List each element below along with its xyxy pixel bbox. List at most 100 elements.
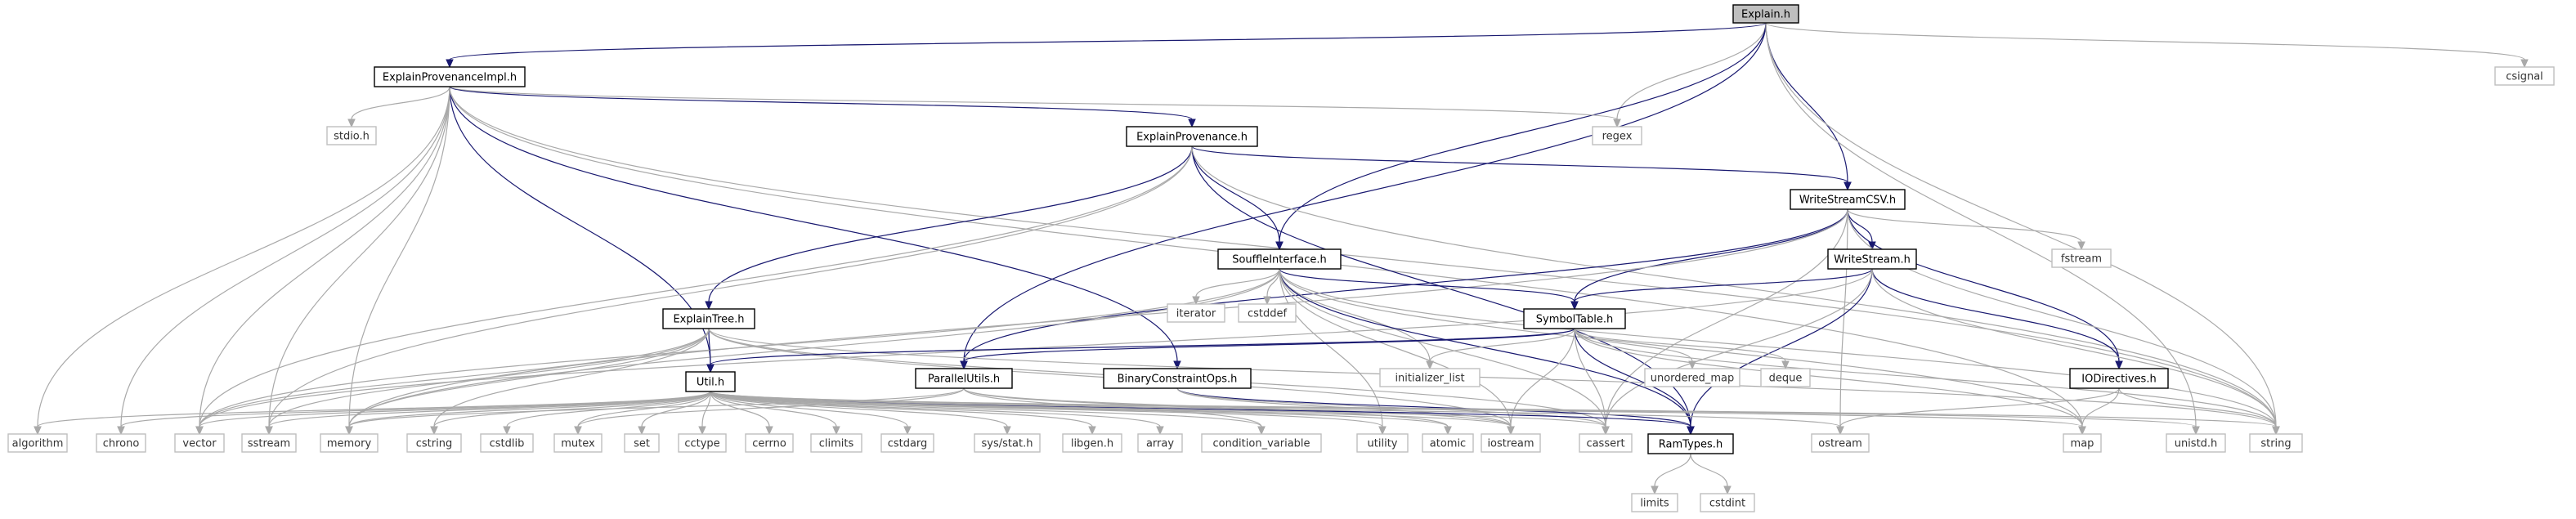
edge-symbol_table_h-to-initializer_list	[1426, 328, 1575, 370]
node-cctype: cctype	[678, 433, 727, 453]
edge-explain_h-to-csignal	[1765, 22, 2529, 69]
node-symbol_table_h[interactable]: SymbolTable.h	[1523, 308, 1626, 329]
node-box	[2063, 433, 2102, 453]
node-explain_tree_h[interactable]: ExplainTree.h	[662, 308, 755, 329]
node-io_directives_h[interactable]: IODirectives.h	[2069, 368, 2169, 389]
edge-util_h-to-unistd_h	[710, 391, 2200, 436]
node-label: unordered_map	[1651, 373, 1735, 385]
node-memory: memory	[320, 433, 379, 453]
node-label: iterator	[1176, 308, 1216, 320]
node-label: cstdint	[1709, 498, 1745, 510]
node-deque: deque	[1760, 368, 1811, 387]
edge-util_h-to-sstream	[265, 391, 711, 436]
node-box	[374, 66, 526, 87]
node-box	[678, 433, 727, 453]
node-box	[1422, 433, 1474, 453]
node-label: memory	[327, 438, 372, 450]
node-box	[174, 433, 225, 453]
node-initializer_list: initializer_list	[1379, 368, 1481, 387]
node-ostream: ostream	[1811, 433, 1870, 453]
node-label: set	[634, 438, 650, 450]
node-label: WriteStreamCSV.h	[1799, 195, 1896, 207]
node-box	[1760, 368, 1811, 387]
node-util_h[interactable]: Util.h	[685, 371, 736, 392]
node-box	[326, 126, 377, 145]
node-label: cerrno	[752, 438, 786, 450]
edge-util_h-to-climits	[710, 391, 840, 436]
edge-explain_provenance_impl_h-to-binary_constraint_ops_h	[449, 86, 1181, 370]
edge-util_h-to-memory	[345, 391, 711, 436]
node-write_stream_h[interactable]: WriteStream.h	[1827, 248, 1917, 270]
node-label: mutex	[561, 438, 595, 450]
edge-symbol_table_h-to-deque	[1574, 328, 1790, 370]
node-label: ExplainProvenance.h	[1136, 132, 1248, 144]
node-condition_variable: condition_variable	[1201, 433, 1322, 453]
node-label: ExplainTree.h	[673, 314, 744, 326]
node-label: deque	[1769, 373, 1803, 385]
edge-util_h-to-mutex	[574, 391, 711, 436]
node-label: stdio.h	[334, 131, 370, 143]
node-parallel_utils_h[interactable]: ParallelUtils.h	[915, 368, 1013, 389]
node-box	[1732, 4, 1799, 24]
node-ram_types_h[interactable]: RamTypes.h	[1647, 433, 1734, 454]
node-explain_h[interactable]: Explain.h	[1732, 4, 1799, 24]
node-label: cstdlib	[490, 438, 525, 450]
edge-explain_tree_h-to-memory	[345, 328, 710, 436]
node-box	[320, 433, 379, 453]
node-label: fstream	[2061, 253, 2102, 266]
node-fstream: fstream	[2051, 248, 2112, 268]
node-box	[1481, 433, 1541, 453]
node-box	[1201, 433, 1322, 453]
node-label: string	[2260, 438, 2291, 450]
node-label: cstring	[416, 438, 452, 450]
node-label: climits	[819, 438, 854, 450]
edge-util_h-to-cstdarg	[710, 391, 912, 436]
edge-write_stream_h-to-io_directives_h	[1871, 268, 2123, 370]
node-explain_provenance_h[interactable]: ExplainProvenance.h	[1126, 126, 1258, 147]
node-box	[1644, 368, 1740, 387]
edge-util_h-to-sys_stat_h	[710, 391, 1011, 436]
node-binary_constraint_ops_h[interactable]: BinaryConstraintOps.h	[1103, 368, 1252, 389]
node-label: RamTypes.h	[1659, 439, 1723, 451]
node-vector: vector	[174, 433, 225, 453]
node-label: chrono	[103, 438, 140, 450]
edge-explain_provenance_impl_h-to-algorithm	[34, 86, 450, 436]
node-label: IODirectives.h	[2081, 374, 2156, 386]
node-label: sstream	[248, 438, 290, 450]
node-chrono: chrono	[96, 433, 146, 453]
node-explain_provenance_impl_h[interactable]: ExplainProvenanceImpl.h	[374, 66, 526, 87]
node-box	[2069, 368, 2169, 389]
edge-write_stream_csv_h-to-cassert	[1602, 208, 1848, 436]
edge-layer	[34, 22, 2529, 495]
node-box	[1238, 303, 1297, 323]
node-label: sys/stat.h	[982, 438, 1033, 450]
edge-explain_provenance_impl_h-to-stdio_h	[347, 86, 450, 128]
node-souffle_interface_h[interactable]: SouffleInterface.h	[1217, 248, 1342, 270]
node-box	[241, 433, 297, 453]
node-box	[1579, 433, 1633, 453]
node-box	[2166, 433, 2226, 453]
edge-util_h-to-condition_variable	[710, 391, 1266, 436]
node-box	[810, 433, 862, 453]
node-write_stream_csv_h[interactable]: WriteStreamCSV.h	[1790, 189, 1906, 210]
node-box	[1167, 303, 1225, 323]
node-label: initializer_list	[1395, 373, 1464, 385]
node-box	[974, 433, 1041, 453]
edge-util_h-to-chrono	[117, 391, 711, 436]
edge-io_directives_h-to-map	[2078, 387, 2120, 436]
edge-explain_h-to-regex	[1613, 22, 1767, 128]
node-cstdlib: cstdlib	[480, 433, 534, 453]
node-limits: limits	[1631, 493, 1678, 512]
edge-util_h-to-libgen_h	[710, 391, 1096, 436]
node-algorithm: algorithm	[7, 433, 68, 453]
edge-symbol_table_h-to-util_h	[706, 328, 1575, 374]
node-cstring: cstring	[406, 433, 462, 453]
node-label: ParallelUtils.h	[928, 374, 1000, 386]
node-sys_stat_h: sys/stat.h	[974, 433, 1041, 453]
edge-souffle_interface_h-to-iterator	[1192, 268, 1280, 306]
node-label: atomic	[1430, 438, 1466, 450]
node-map: map	[2063, 433, 2102, 453]
node-regex: regex	[1592, 126, 1642, 145]
edge-explain_h-to-explain_provenance_impl_h	[446, 22, 1767, 69]
